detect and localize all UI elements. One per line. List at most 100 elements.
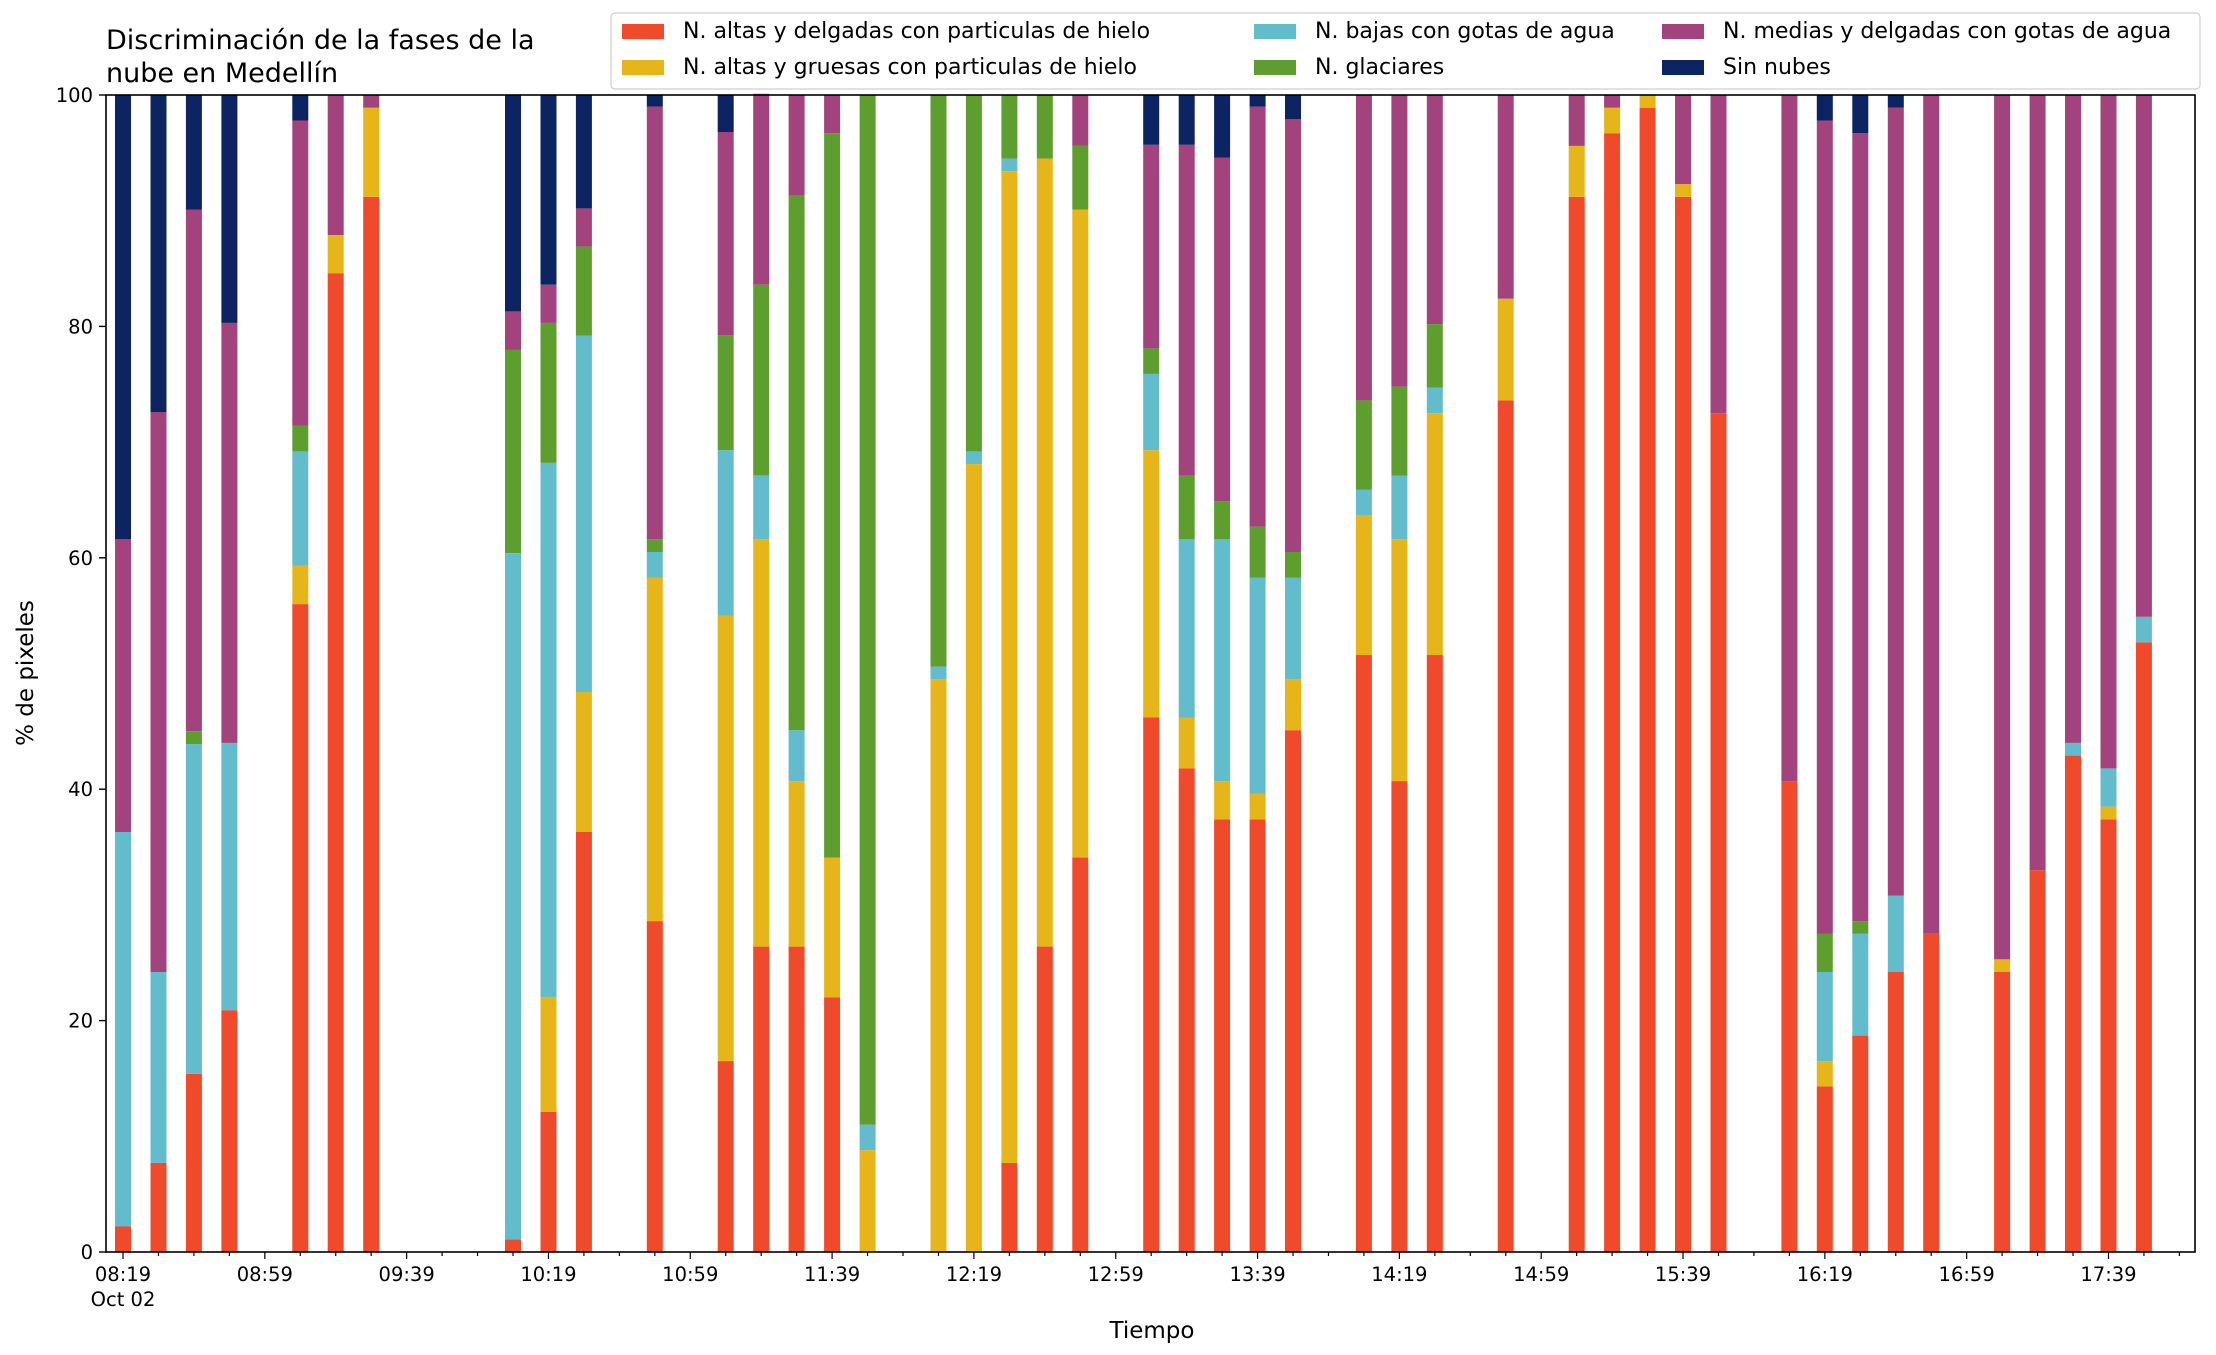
bar-stack-0819 <box>115 95 131 1252</box>
bar-segment <box>1426 387 1443 414</box>
x-tick-label: 15:39 <box>1655 1263 1711 1286</box>
legend-entry-label: N. altas y delgadas con particulas de hi… <box>683 19 1150 44</box>
bar-segment <box>1036 158 1053 947</box>
bar-segment <box>1887 95 1904 108</box>
bar-segment <box>1285 552 1301 578</box>
bar-stack-1519 <box>1604 95 1621 1253</box>
bar-segment <box>505 311 521 350</box>
y-axis-ticks: 0 20 40 60 80 100 <box>56 84 106 1264</box>
bar-segment <box>115 539 131 832</box>
bar-segment <box>717 450 734 616</box>
bar-segment <box>1072 209 1089 858</box>
bar-segment <box>2029 95 2046 871</box>
legend-entry-label: Sin nubes <box>1723 55 1831 80</box>
plot-frame <box>105 94 2196 1253</box>
bar-stack-1719 <box>2029 95 2046 1252</box>
bar-segment <box>1568 196 1585 1252</box>
bar-segment <box>1994 972 2011 1252</box>
legend-swatch <box>1254 60 1296 75</box>
bar-segment <box>1994 959 2011 972</box>
bar-segment <box>1426 655 1443 1252</box>
bar-segment <box>1178 717 1195 769</box>
bar-segment <box>1036 946 1053 1252</box>
x-tick-label: 11:39 <box>804 1263 860 1286</box>
bar-segment <box>1816 120 1833 934</box>
bar-segment <box>824 133 841 858</box>
bar-stack-1629 <box>1852 95 1869 1252</box>
bar-stack-1609 <box>1781 95 1798 1252</box>
legend: N. altas y delgadas con particulas de hi… <box>610 12 2201 90</box>
bar-stack-1339 <box>1249 95 1266 1252</box>
bar-segment <box>1001 1162 1018 1252</box>
bar-stack-1349 <box>1285 95 1301 1252</box>
bar-segment <box>540 997 557 1112</box>
bar-segment <box>1852 921 1869 934</box>
bar-segment <box>1675 95 1691 185</box>
bar-segment <box>1639 95 1656 108</box>
x-axis-label: Tiempo <box>1109 1318 1195 1344</box>
bar-segment <box>1355 655 1372 1252</box>
bar-segment <box>824 997 841 1252</box>
x-tick-label: 16:19 <box>1797 1263 1853 1286</box>
bar-segment <box>717 95 734 132</box>
bar-stack-1009 <box>505 95 521 1252</box>
bar-segment <box>1355 489 1372 515</box>
bar-stack-1049 <box>646 95 663 1252</box>
bar-segment <box>646 106 663 540</box>
bar-stack-1409 <box>1355 95 1372 1252</box>
bar-segment <box>1214 539 1231 782</box>
bar-segment <box>221 95 238 323</box>
bar-segment <box>753 284 770 476</box>
bar-segment <box>1852 933 1869 1036</box>
bar-segment <box>1143 144 1160 349</box>
bar-segment <box>1143 373 1160 451</box>
bar-segment <box>930 666 947 680</box>
bar-segment <box>965 464 982 1253</box>
bar-segment <box>2135 616 2152 643</box>
bar-segment <box>1710 95 1727 414</box>
bar-segment <box>1568 95 1585 146</box>
bar-segment <box>1249 819 1266 1252</box>
bar-segment <box>292 425 309 452</box>
bar-segment <box>327 235 344 274</box>
bar-segment <box>1426 413 1443 655</box>
bar-segment <box>1816 1086 1833 1252</box>
bar-segment <box>788 95 805 196</box>
bar-segment <box>646 577 663 922</box>
legend-swatch <box>622 24 664 39</box>
x-tick-label: 16:59 <box>1939 1263 1995 1286</box>
bar-segment <box>1568 145 1585 197</box>
bar-segment <box>753 946 770 1252</box>
x-tick-label: 10:59 <box>662 1263 718 1286</box>
bar-segment <box>505 553 521 1240</box>
bar-segment <box>1001 158 1018 172</box>
bar-stack-1129 <box>788 95 805 1252</box>
x-tick-label: 14:19 <box>1371 1263 1427 1286</box>
bar-segment <box>1285 577 1301 680</box>
bar-segment <box>2100 768 2117 807</box>
bar-segment <box>859 1150 876 1252</box>
bar-segment <box>150 972 167 1163</box>
bar-segment <box>753 539 770 947</box>
bar-segment <box>363 107 380 197</box>
bar-segment <box>575 692 592 832</box>
bar-segment <box>2100 819 2117 1252</box>
bar-segment <box>1001 95 1018 159</box>
bar-segment <box>646 552 663 578</box>
bar-segment <box>1816 1061 1833 1087</box>
bar-stack-1029 <box>575 95 592 1252</box>
bar-segment <box>1391 386 1408 476</box>
legend-box <box>610 12 2201 90</box>
bar-segment <box>1675 196 1691 1252</box>
bar-segment <box>1497 298 1514 401</box>
bar-stack-1329 <box>1214 95 1231 1252</box>
bar-segment <box>1178 144 1195 476</box>
bar-segment <box>2029 870 2046 1252</box>
bar-stack-0929 <box>363 95 380 1252</box>
bar-stack-1419 <box>1391 95 1408 1252</box>
bar-segment <box>1072 857 1089 1252</box>
bar-segment <box>1285 119 1301 553</box>
bar-segment <box>292 95 309 121</box>
bar-segment <box>753 475 770 540</box>
bar-segment <box>1497 95 1514 299</box>
